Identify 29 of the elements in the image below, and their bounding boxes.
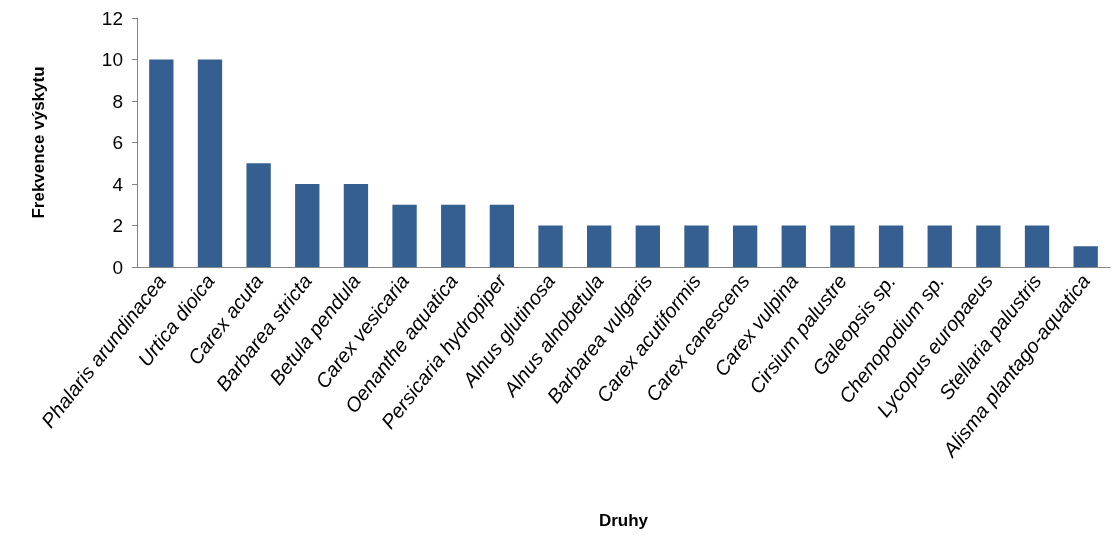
bar [246, 163, 271, 267]
bar [976, 225, 1001, 267]
y-tick-label: 8 [112, 90, 123, 112]
y-tick-label: 12 [101, 7, 123, 29]
bar [830, 225, 855, 267]
bar [441, 204, 466, 267]
y-tick-label: 10 [101, 49, 123, 70]
bar [781, 225, 806, 267]
bar [392, 204, 417, 267]
bar [635, 225, 660, 267]
bar [732, 225, 758, 267]
y-tick-label: 4 [112, 173, 124, 195]
bar [878, 225, 904, 267]
bar [927, 225, 952, 267]
y-axis-title: Frekvence výskytu [29, 66, 48, 219]
bar [684, 225, 709, 267]
x-axis-title: Druhy [598, 511, 649, 530]
bar [1024, 225, 1050, 267]
bar [1073, 246, 1098, 267]
y-tick-label: 0 [112, 256, 123, 278]
bar [295, 184, 320, 267]
bar [343, 184, 369, 267]
bar [587, 225, 612, 267]
bar [197, 59, 223, 267]
y-tick-label: 2 [112, 215, 123, 236]
bar [489, 204, 515, 267]
bar [538, 225, 563, 267]
y-tick-label: 6 [112, 132, 123, 153]
bar [149, 59, 174, 267]
